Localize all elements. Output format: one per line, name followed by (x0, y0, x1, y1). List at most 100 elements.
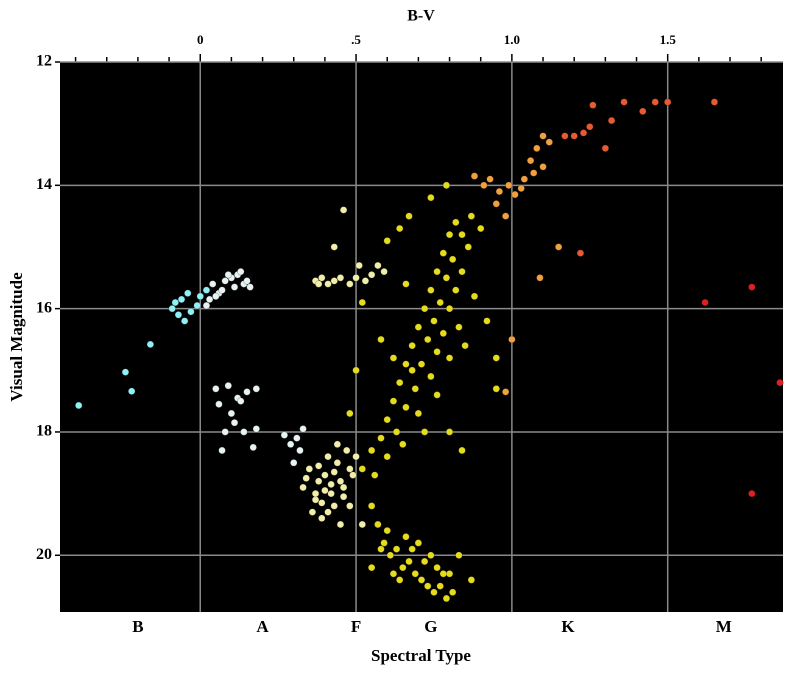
star-point (395, 378, 404, 387)
star-point (517, 184, 525, 193)
star-point (408, 545, 416, 553)
star-point (205, 295, 214, 304)
star-point (389, 570, 398, 578)
star-point (408, 366, 416, 374)
star-point (417, 576, 426, 584)
star-point (389, 397, 398, 405)
x-tick-label: 1.0 (504, 32, 520, 47)
star-point (237, 397, 245, 405)
star-point (243, 277, 251, 285)
plot-area (60, 62, 783, 612)
star-point (180, 317, 189, 325)
star-point (480, 181, 488, 190)
star-point (392, 545, 401, 553)
star-point (308, 508, 317, 516)
star-point (343, 446, 351, 455)
star-point (339, 492, 348, 501)
star-point (433, 348, 441, 356)
star-point (218, 286, 226, 294)
y-tick-label: 16 (36, 299, 52, 316)
star-point (467, 576, 476, 584)
star-point (346, 465, 354, 473)
star-point (280, 431, 289, 439)
star-point (529, 169, 538, 177)
star-point (311, 489, 320, 498)
spectral-type-label: G (424, 617, 437, 636)
star-point (411, 385, 419, 393)
star-point (212, 385, 220, 393)
star-point (314, 462, 323, 470)
y-tick-label: 20 (36, 546, 52, 563)
star-point (710, 98, 719, 106)
star-point (483, 317, 491, 325)
star-point (346, 280, 354, 288)
star-point (330, 277, 338, 285)
star-point (346, 409, 354, 418)
star-point (505, 181, 513, 190)
star-point (461, 341, 469, 350)
star-point (240, 428, 248, 436)
star-point (383, 452, 391, 461)
star-point (458, 230, 466, 239)
star-point (526, 156, 535, 165)
star-point (299, 425, 307, 433)
star-point (314, 477, 323, 485)
star-point (492, 354, 500, 362)
star-point (539, 132, 547, 140)
star-point (448, 588, 457, 596)
star-point (663, 98, 672, 106)
star-point (405, 557, 413, 566)
star-point (212, 292, 220, 301)
star-point (501, 388, 510, 396)
star-point (336, 477, 345, 485)
star-point (651, 98, 659, 106)
star-point (249, 443, 257, 452)
star-point (377, 434, 385, 442)
star-point (424, 335, 432, 344)
star-point (339, 206, 348, 214)
star-point (501, 212, 510, 220)
star-point (389, 354, 398, 362)
star-point (305, 465, 314, 473)
star-point (324, 452, 332, 461)
star-point (395, 576, 404, 584)
star-point (436, 298, 444, 307)
star-point (508, 335, 516, 344)
star-point (452, 218, 460, 227)
star-point (458, 446, 466, 455)
star-point (414, 539, 423, 547)
star-point (442, 594, 451, 603)
star-point (224, 382, 232, 390)
star-point (302, 474, 310, 482)
star-point (439, 249, 448, 257)
star-point (127, 387, 136, 395)
star-point (511, 190, 519, 199)
star-point (402, 533, 410, 541)
star-point (402, 360, 410, 368)
star-point (442, 181, 451, 190)
star-point (321, 486, 329, 495)
star-point (455, 551, 463, 559)
star-point (442, 274, 451, 282)
star-point (358, 465, 366, 473)
star-point (536, 274, 544, 282)
y-axis-label: Visual Magnitude (7, 272, 26, 402)
star-point (336, 520, 345, 529)
star-point (290, 459, 298, 467)
star-point (427, 372, 435, 381)
star-point (193, 301, 201, 310)
star-point (402, 403, 410, 411)
star-point (601, 144, 610, 153)
star-point (327, 489, 335, 498)
star-point (187, 308, 195, 316)
star-point (748, 489, 756, 498)
star-point (576, 249, 585, 257)
star-point (202, 286, 211, 294)
star-point (380, 267, 388, 276)
y-tick-label: 14 (36, 176, 52, 193)
star-point (579, 129, 588, 137)
star-point (377, 335, 385, 344)
star-point (121, 368, 130, 376)
star-point (218, 446, 226, 455)
star-point (330, 502, 338, 510)
